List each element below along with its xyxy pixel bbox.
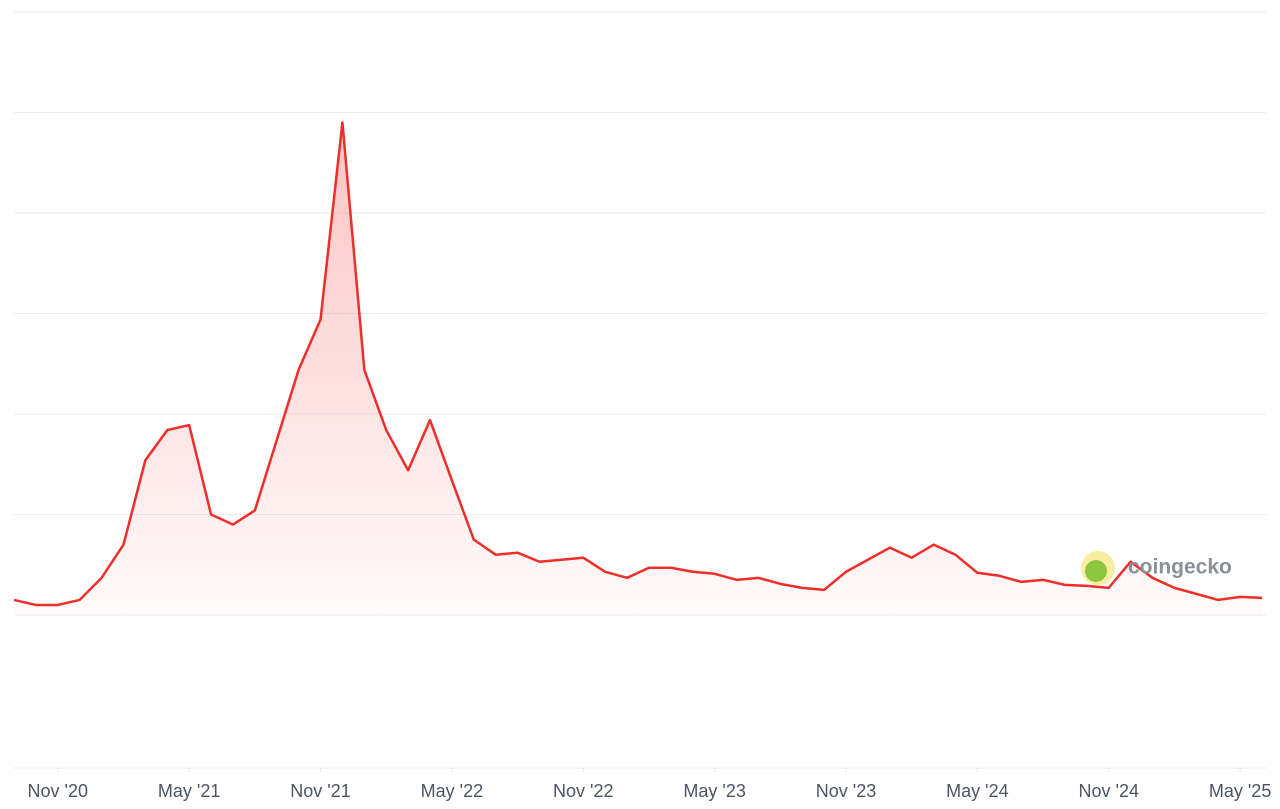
x-tick-label: Nov '23 — [816, 781, 876, 801]
plot — [13, 121, 1263, 616]
x-tick-label: May '24 — [946, 781, 1008, 801]
x-tick-label: May '22 — [421, 781, 483, 801]
x-tick-label: Nov '21 — [290, 781, 350, 801]
watermark-group: coingecko — [1081, 551, 1232, 585]
x-tick-label: Nov '20 — [28, 781, 88, 801]
x-tick-label: May '21 — [158, 781, 220, 801]
price-line — [13, 121, 1263, 607]
x-tick-label: Nov '22 — [553, 781, 613, 801]
x-tick-label: May '23 — [683, 781, 745, 801]
watermark-logo-inner — [1085, 560, 1107, 582]
x-tick-label: Nov '24 — [1079, 781, 1139, 801]
area-fill — [14, 122, 1262, 616]
watermark: coingecko — [1128, 556, 1232, 579]
x-axis: Nov '20 May '21 Nov '21 May '22 Nov '22 May '… — [28, 768, 1271, 801]
x-tick-label: May '25 — [1209, 781, 1271, 801]
